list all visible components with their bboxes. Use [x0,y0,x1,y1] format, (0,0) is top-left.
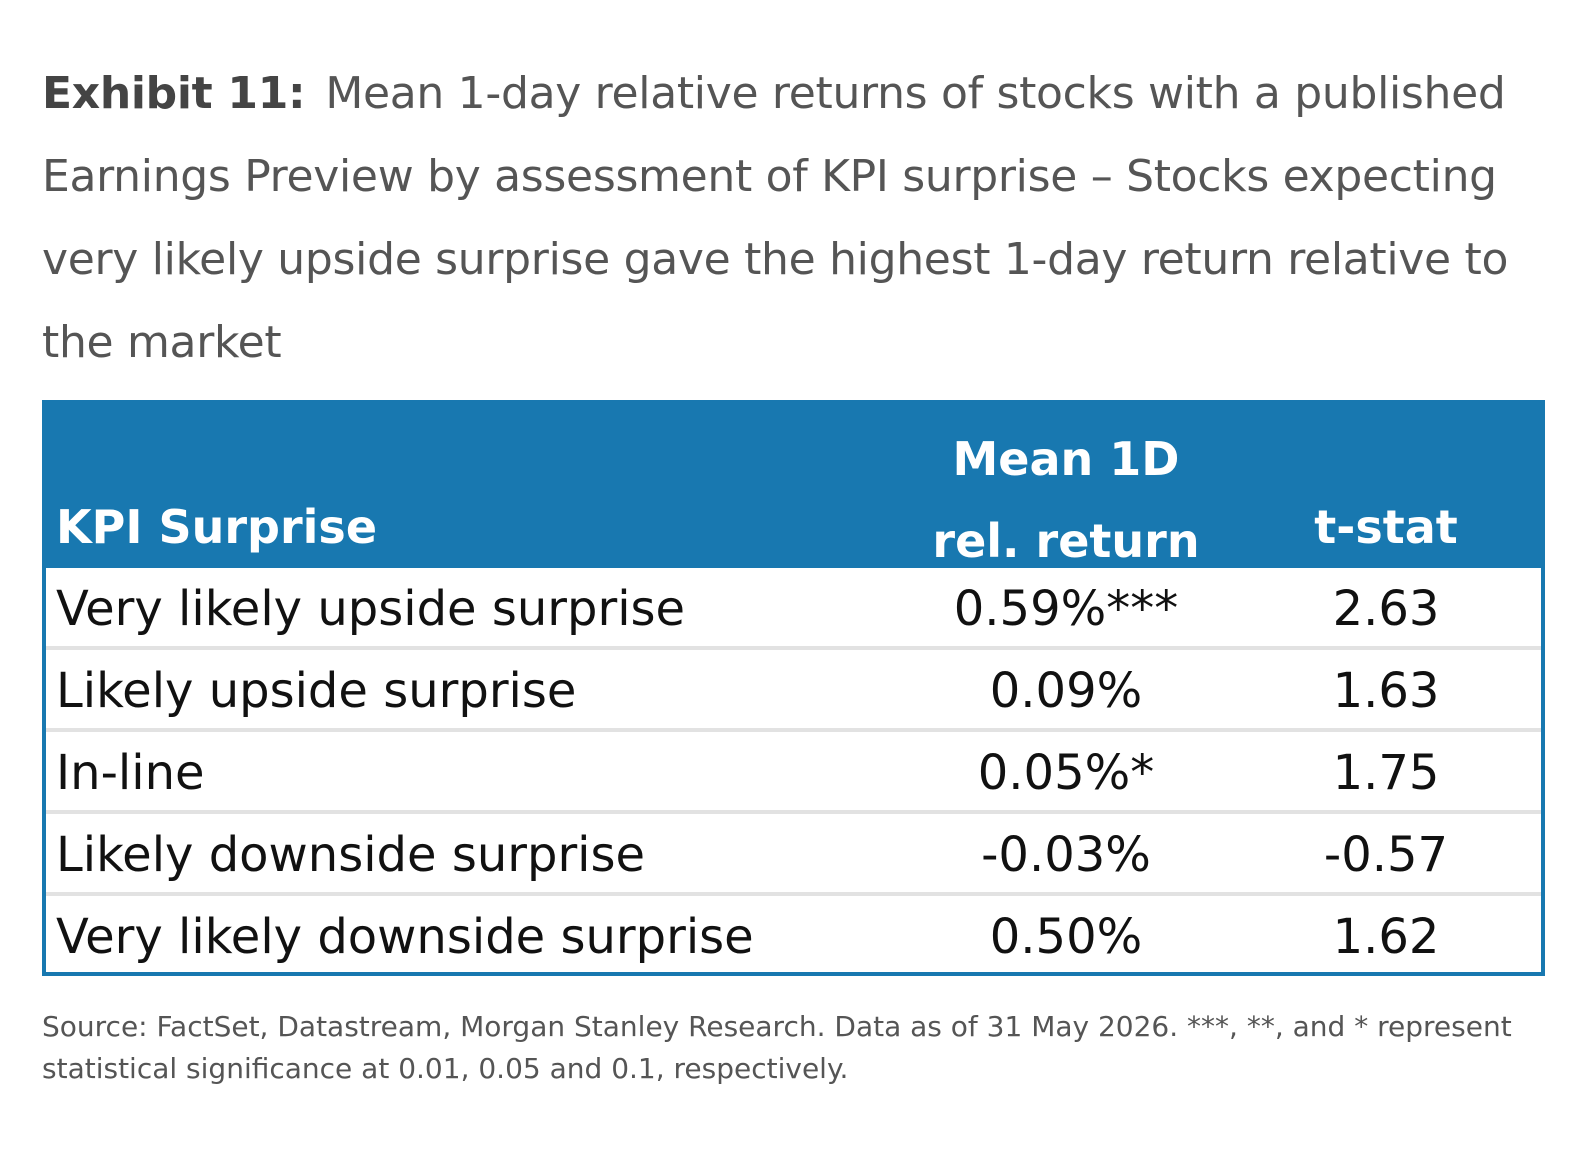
header-mean-1d-rel-return: Mean 1D rel. return [916,418,1216,582]
table-row: Very likely downside surprise 0.50% 1.62 [46,896,1541,978]
cell-t-stat: 1.63 [1332,663,1440,719]
table-row: Likely upside surprise 0.09% 1.63 [46,650,1541,732]
table-row: Likely downside surprise -0.03% -0.57 [46,814,1541,896]
cell-mean-return: 0.59%*** [953,581,1179,637]
table-body: Very likely upside surprise 0.59%*** 2.6… [46,568,1541,978]
header-kpi-surprise: KPI Surprise [56,500,378,554]
cell-t-stat: 1.75 [1332,745,1440,801]
cell-kpi: Likely downside surprise [56,827,646,883]
cell-kpi: Very likely downside surprise [56,909,754,965]
cell-kpi: Very likely upside surprise [56,581,686,637]
cell-kpi: Likely upside surprise [56,663,577,719]
cell-kpi: In-line [56,745,205,801]
cell-t-stat: 1.62 [1332,909,1440,965]
cell-mean-return: -0.03% [981,827,1151,883]
kpi-surprise-table: KPI Surprise Mean 1D rel. return t-stat … [42,400,1545,976]
source-note: Source: FactSet, Datastream, Morgan Stan… [42,1010,1512,1085]
header-mean-line1: Mean 1D [952,432,1180,486]
header-mean-line2: rel. return [932,514,1200,568]
table-header: KPI Surprise Mean 1D rel. return t-stat [46,404,1541,568]
header-t-stat: t-stat [1314,500,1458,554]
cell-mean-return: 0.50% [989,909,1143,965]
cell-mean-return: 0.09% [989,663,1143,719]
cell-mean-return: 0.05%* [977,745,1155,801]
cell-t-stat: 2.63 [1332,581,1440,637]
cell-t-stat: -0.57 [1323,827,1449,883]
exhibit-label: Exhibit 11: [42,68,306,119]
exhibit-title-text: Mean 1-day relative returns of stocks wi… [42,68,1509,368]
table-row: In-line 0.05%* 1.75 [46,732,1541,814]
exhibit-title: Exhibit 11: Mean 1-day relative returns o… [42,52,1562,384]
table-row: Very likely upside surprise 0.59%*** 2.6… [46,568,1541,650]
